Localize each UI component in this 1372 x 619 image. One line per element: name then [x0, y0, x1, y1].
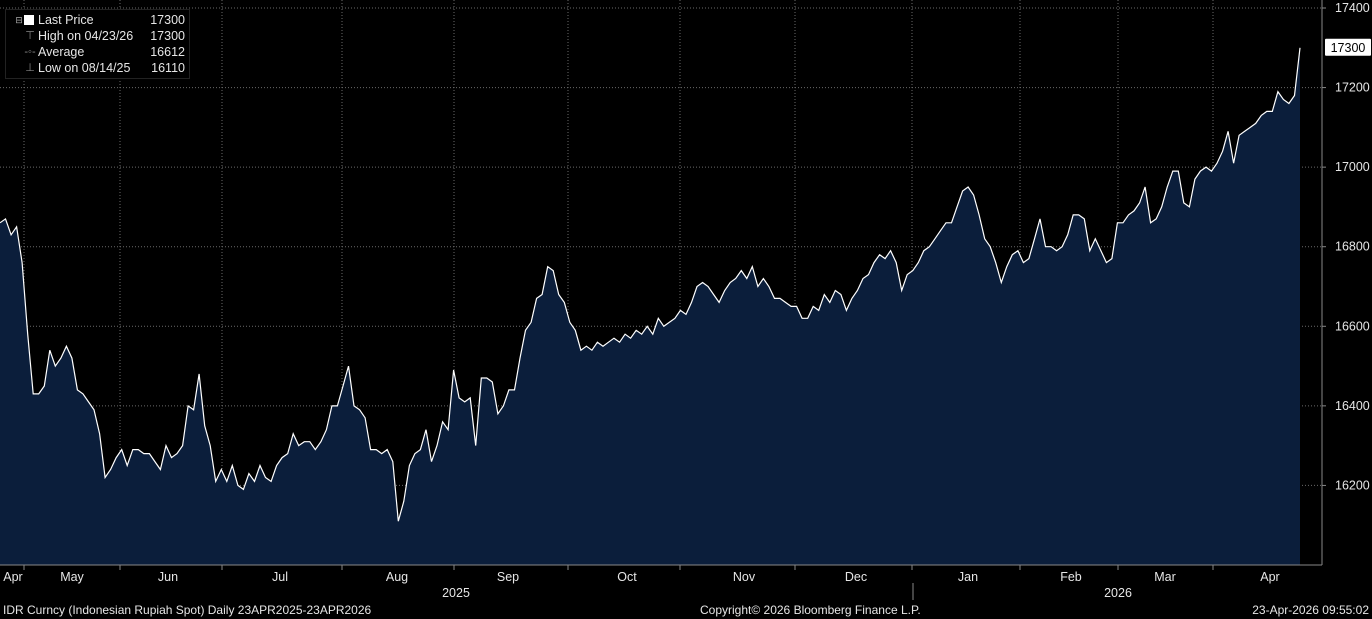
collapse-icon[interactable]: ⊟ — [15, 15, 23, 25]
legend-label: Low on 08/14/25 — [38, 61, 131, 75]
footer-security-description: IDR Curncy (Indonesian Rupiah Spot) Dail… — [3, 603, 372, 617]
x-year-label: 2026 — [1104, 586, 1132, 600]
y-tick-label: 17400 — [1335, 1, 1370, 15]
x-month-label: Jun — [158, 570, 178, 584]
y-axis-ticks: 16200 16400 16600 16800 17000 17200 17400 — [1322, 1, 1370, 492]
footer-timestamp: 23-Apr-2026 09:55:02 — [1252, 603, 1369, 617]
x-month-label: Aug — [386, 570, 408, 584]
y-tick-label: 16400 — [1335, 399, 1370, 413]
y-tick-label: 17000 — [1335, 160, 1370, 174]
legend-value: 16612 — [150, 45, 185, 59]
x-year-label: 2025 — [442, 586, 470, 600]
legend-row-high[interactable]: ⊤ High on 04/23/26 17300 — [6, 28, 189, 44]
legend-value: 16110 — [151, 61, 185, 75]
x-month-label: Dec — [845, 570, 867, 584]
x-month-label: Apr — [3, 570, 22, 584]
legend-row-low[interactable]: ⊥ Low on 08/14/25 16110 — [6, 60, 189, 76]
x-month-label: Jan — [958, 570, 978, 584]
low-marker-icon: ⊥ — [25, 62, 35, 74]
x-month-label: Apr — [1260, 570, 1279, 584]
legend-label: Last Price — [38, 13, 94, 27]
legend-row-last-price[interactable]: ⊟ Last Price 17300 — [6, 12, 189, 28]
x-month-label: Mar — [1154, 570, 1176, 584]
x-month-label: Feb — [1060, 570, 1082, 584]
price-line — [0, 47, 1301, 522]
footer-copyright: Copyright© 2026 Bloomberg Finance L.P. — [700, 603, 921, 617]
legend-label: Average — [38, 45, 85, 59]
x-month-label: Oct — [617, 570, 637, 584]
legend-label: High on 04/23/26 — [38, 29, 134, 43]
y-tick-label: 16600 — [1335, 319, 1370, 333]
legend-value: 17300 — [150, 13, 185, 27]
x-month-label: May — [60, 570, 84, 584]
average-marker-icon: -◦- — [24, 46, 36, 58]
chart-legend: ⊟ Last Price 17300 ⊤ High on 04/23/26 17… — [5, 9, 190, 79]
x-month-label: Nov — [733, 570, 756, 584]
white-square-icon — [24, 15, 34, 25]
last-value-marker: 17300 — [1325, 38, 1371, 56]
legend-value: 17300 — [150, 29, 185, 43]
x-month-label: Jul — [272, 570, 288, 584]
high-marker-icon: ⊤ — [25, 30, 35, 42]
legend-row-average[interactable]: -◦- Average 16612 — [6, 44, 189, 60]
x-month-label: Sep — [497, 570, 519, 584]
y-tick-label: 16200 — [1335, 478, 1370, 492]
last-value-label: 17300 — [1331, 41, 1366, 55]
price-area — [0, 47, 1300, 566]
x-axis-ticks: Apr May Jun Jul Aug Sep Oct Nov Dec Jan Feb Mar Apr 2… — [3, 565, 1280, 600]
y-tick-label: 17200 — [1335, 81, 1370, 95]
y-tick-label: 16800 — [1335, 240, 1370, 254]
